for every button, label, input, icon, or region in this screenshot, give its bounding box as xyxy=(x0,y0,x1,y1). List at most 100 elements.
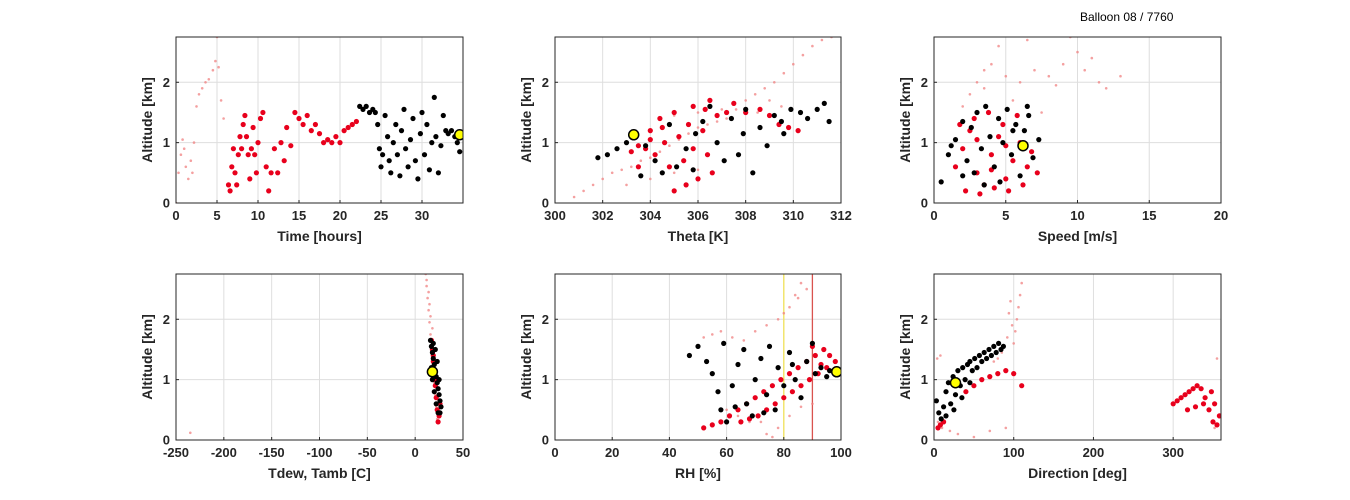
data-point-history-light xyxy=(696,111,700,114)
data-point-history-dark xyxy=(1186,389,1192,395)
data-point-history-dark xyxy=(647,128,653,134)
data-point-recent xyxy=(952,137,959,143)
data-point-history-dark xyxy=(341,128,347,134)
current-position-marker xyxy=(949,376,962,389)
data-point-history-dark xyxy=(702,106,708,112)
y-tick-label: 1 xyxy=(163,372,170,387)
data-point-recent xyxy=(826,118,832,125)
data-point-history-dark xyxy=(255,140,261,146)
data-point-history-dark xyxy=(671,109,677,116)
data-point-recent xyxy=(693,131,699,137)
data-point-recent xyxy=(434,358,440,365)
data-point-recent xyxy=(1030,155,1036,161)
data-point-recent xyxy=(382,112,388,119)
data-point-history-dark xyxy=(685,121,692,128)
data-point-history-dark xyxy=(337,140,343,146)
y-tick-label: 0 xyxy=(163,433,170,448)
data-point-history-dark xyxy=(349,121,355,128)
data-point-recent xyxy=(433,134,439,140)
data-point-recent xyxy=(388,170,394,176)
y-tick-label: 0 xyxy=(542,433,549,448)
data-point-recent xyxy=(993,349,999,356)
data-point-recent xyxy=(430,355,436,362)
data-point-recent xyxy=(936,410,942,416)
data-point-recent xyxy=(424,121,430,128)
data-point-recent xyxy=(431,389,437,395)
data-point-recent xyxy=(824,374,830,380)
data-point-recent xyxy=(357,103,363,109)
data-point-history-light xyxy=(200,87,204,90)
data-point-recent xyxy=(981,182,987,188)
data-point-history-dark xyxy=(718,419,724,425)
data-point-history-dark xyxy=(821,346,827,353)
data-point-history-dark xyxy=(657,115,663,122)
data-point-history-dark xyxy=(971,383,977,389)
data-point-recent xyxy=(996,115,1002,122)
data-point-history-light xyxy=(975,81,979,84)
x-tick-label: 304 xyxy=(639,208,661,223)
axes-frame xyxy=(554,273,842,441)
data-point-recent xyxy=(792,377,798,383)
data-point-history-dark xyxy=(974,137,980,143)
data-point-recent xyxy=(945,152,952,158)
data-point-recent xyxy=(984,355,990,362)
data-point-recent xyxy=(814,106,820,112)
data-point-history-dark xyxy=(662,140,668,146)
data-point-history-light xyxy=(1004,426,1008,430)
data-point-recent xyxy=(366,109,373,116)
data-point-recent xyxy=(363,103,369,109)
data-point-recent xyxy=(445,131,451,137)
data-point-history-dark xyxy=(738,419,744,425)
data-point-history-light xyxy=(428,321,431,324)
data-point-history-dark xyxy=(1003,368,1009,374)
data-point-recent xyxy=(436,392,442,398)
data-point-history-dark xyxy=(435,419,441,425)
data-point-history-dark xyxy=(345,124,351,131)
data-point-history-light xyxy=(711,333,714,336)
data-point-history-light xyxy=(179,153,183,156)
data-point-history-dark xyxy=(1024,164,1030,170)
data-point-history-dark xyxy=(1216,413,1221,419)
data-point-history-light xyxy=(765,324,768,327)
data-point-history-dark xyxy=(709,422,715,428)
data-point-recent xyxy=(1010,128,1016,134)
data-point-history-light xyxy=(1018,293,1022,297)
data-point-recent xyxy=(623,140,630,146)
data-point-recent xyxy=(448,128,455,134)
data-point-history-light xyxy=(214,59,217,63)
data-point-history-dark xyxy=(772,401,778,407)
data-point-history-dark xyxy=(778,377,784,383)
data-point-recent xyxy=(659,170,665,176)
data-point-history-dark xyxy=(683,182,689,188)
y-tick-label: 1 xyxy=(921,372,928,387)
data-point-history-light xyxy=(1097,81,1101,84)
data-point-history-dark xyxy=(690,146,696,152)
x-tick-label: 300 xyxy=(1162,445,1184,460)
data-point-history-light xyxy=(1083,68,1086,72)
data-point-history-light xyxy=(972,435,976,439)
data-point-history-light xyxy=(776,426,780,430)
data-point-history-light xyxy=(768,99,771,102)
data-point-history-light xyxy=(1007,311,1011,315)
data-point-recent xyxy=(1013,121,1019,128)
x-tick-label: 10 xyxy=(251,208,265,223)
data-point-history-dark xyxy=(1198,386,1204,392)
data-point-history-dark xyxy=(325,137,331,143)
data-point-history-dark xyxy=(724,109,730,116)
data-point-recent xyxy=(983,103,989,109)
data-point-history-dark xyxy=(304,112,310,119)
data-point-history-dark xyxy=(239,146,245,152)
data-point-history-light xyxy=(431,327,434,330)
data-point-recent xyxy=(938,179,944,185)
data-point-recent xyxy=(997,179,1003,185)
data-point-recent xyxy=(967,380,973,386)
data-point-recent xyxy=(415,176,421,182)
data-point-recent xyxy=(643,143,649,149)
data-point-recent xyxy=(390,140,396,146)
x-tick-label: -100 xyxy=(306,445,332,460)
current-position-marker xyxy=(453,129,463,141)
data-point-recent xyxy=(729,383,735,389)
data-point-history-light xyxy=(182,147,186,150)
data-point-history-light xyxy=(982,87,986,90)
data-point-history-dark xyxy=(1182,392,1188,398)
